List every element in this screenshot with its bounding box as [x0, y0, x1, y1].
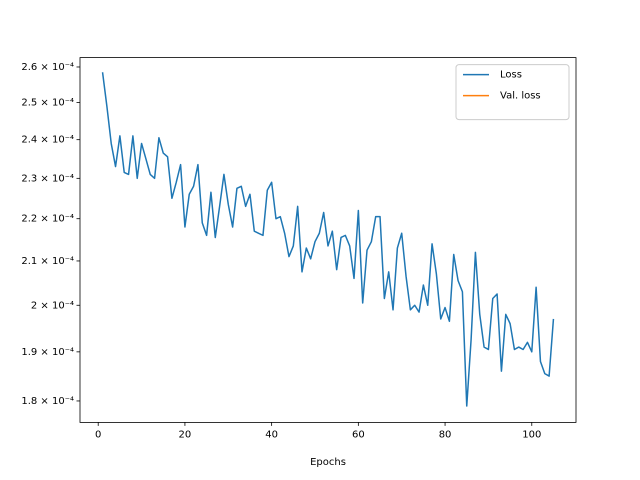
- y-tick-label: 2.5 × 10⁻⁴: [21, 98, 74, 109]
- x-tick-label: 20: [179, 429, 192, 440]
- legend: Loss Val. loss: [455, 64, 570, 121]
- x-tick-label: 0: [95, 429, 101, 440]
- y-tick-label: 2.1 × 10⁻⁴: [21, 256, 74, 267]
- y-tick-label: 1.9 × 10⁻⁴: [21, 347, 74, 358]
- x-axis-label: Epochs: [310, 457, 346, 468]
- x-tick-label: 80: [439, 429, 452, 440]
- y-tick-label: 1.8 × 10⁻⁴: [21, 396, 74, 407]
- x-tick-label: 100: [522, 429, 541, 440]
- loss-line: [101, 72, 555, 407]
- y-tick-label: 2.4 × 10⁻⁴: [21, 135, 74, 146]
- legend-label: Val. loss: [500, 91, 541, 102]
- y-tick-label: 2 × 10⁻⁴: [31, 300, 74, 311]
- y-tick-label: 2.3 × 10⁻⁴: [21, 173, 74, 184]
- axes-frame: [79, 57, 577, 423]
- legend-box: [455, 64, 570, 121]
- legend-label: Loss: [500, 70, 522, 81]
- y-tick-label: 2.6 × 10⁻⁴: [21, 62, 74, 73]
- x-tick-label: 60: [352, 429, 365, 440]
- x-tick-label: 40: [265, 429, 278, 440]
- y-tick-label: 2.2 × 10⁻⁴: [21, 214, 74, 225]
